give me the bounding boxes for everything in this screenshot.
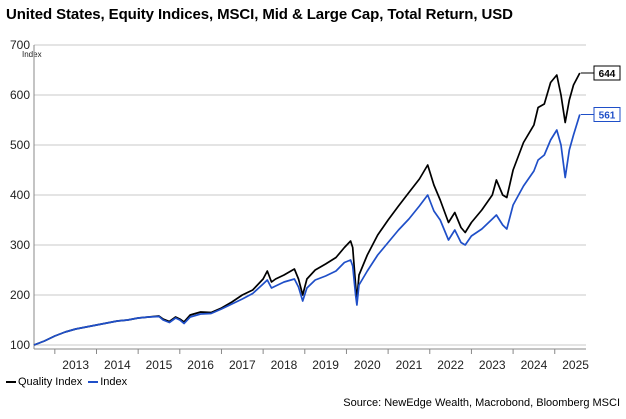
legend-label-quality: Quality Index <box>18 376 83 388</box>
grid-lines <box>34 44 586 346</box>
x-tick-label-2018: 2018 <box>271 358 298 372</box>
x-tick-label-2023: 2023 <box>479 358 506 372</box>
x-tick-label-2024: 2024 <box>521 358 548 372</box>
x-tick-label-2019: 2019 <box>312 358 339 372</box>
y-tick-label-300: 300 <box>10 238 30 252</box>
source-note: Source: NewEdge Wealth, Macrobond, Bloom… <box>343 397 620 409</box>
y-tick-label-600: 600 <box>10 88 30 102</box>
end-labels: 644 561 <box>580 65 621 122</box>
legend-item-index: Index <box>88 376 127 388</box>
y-axis-unit-label: Index <box>22 50 42 59</box>
x-tick-label-2020: 2020 <box>354 358 381 372</box>
x-tick-label-2025: 2025 <box>562 358 589 372</box>
x-tick-label-2022: 2022 <box>437 358 464 372</box>
end-label-box-quality-index <box>593 65 621 81</box>
x-tick-label-2017: 2017 <box>229 358 256 372</box>
x-tick-label-2021: 2021 <box>396 358 423 372</box>
x-tick-label-2013: 2013 <box>62 358 89 372</box>
legend-swatch-quality <box>6 381 16 383</box>
legend-item-quality: Quality Index <box>6 376 82 388</box>
y-tick-label-200: 200 <box>10 288 30 302</box>
y-tick-label-700: 700 <box>10 38 30 52</box>
y-tick-label-500: 500 <box>10 138 30 152</box>
series-line-index <box>33 114 581 346</box>
chart-title: United States, Equity Indices, MSCI, Mid… <box>6 6 513 23</box>
x-tick-label-2015: 2015 <box>146 358 173 372</box>
legend-label-index: Index <box>100 376 128 388</box>
series-line-quality-index <box>33 72 581 346</box>
x-tick-label-2014: 2014 <box>104 358 131 372</box>
end-label-quality-index: 644 <box>599 69 616 80</box>
series-lines <box>33 72 581 346</box>
legend: Quality Index Index <box>6 376 127 388</box>
legend-swatch-index <box>88 381 99 383</box>
end-label-box-index <box>593 107 621 122</box>
y-tick-label-400: 400 <box>10 188 30 202</box>
y-tick-label-100: 100 <box>10 338 30 352</box>
x-tick-label-2016: 2016 <box>187 358 214 372</box>
end-label-index: 561 <box>599 111 616 122</box>
